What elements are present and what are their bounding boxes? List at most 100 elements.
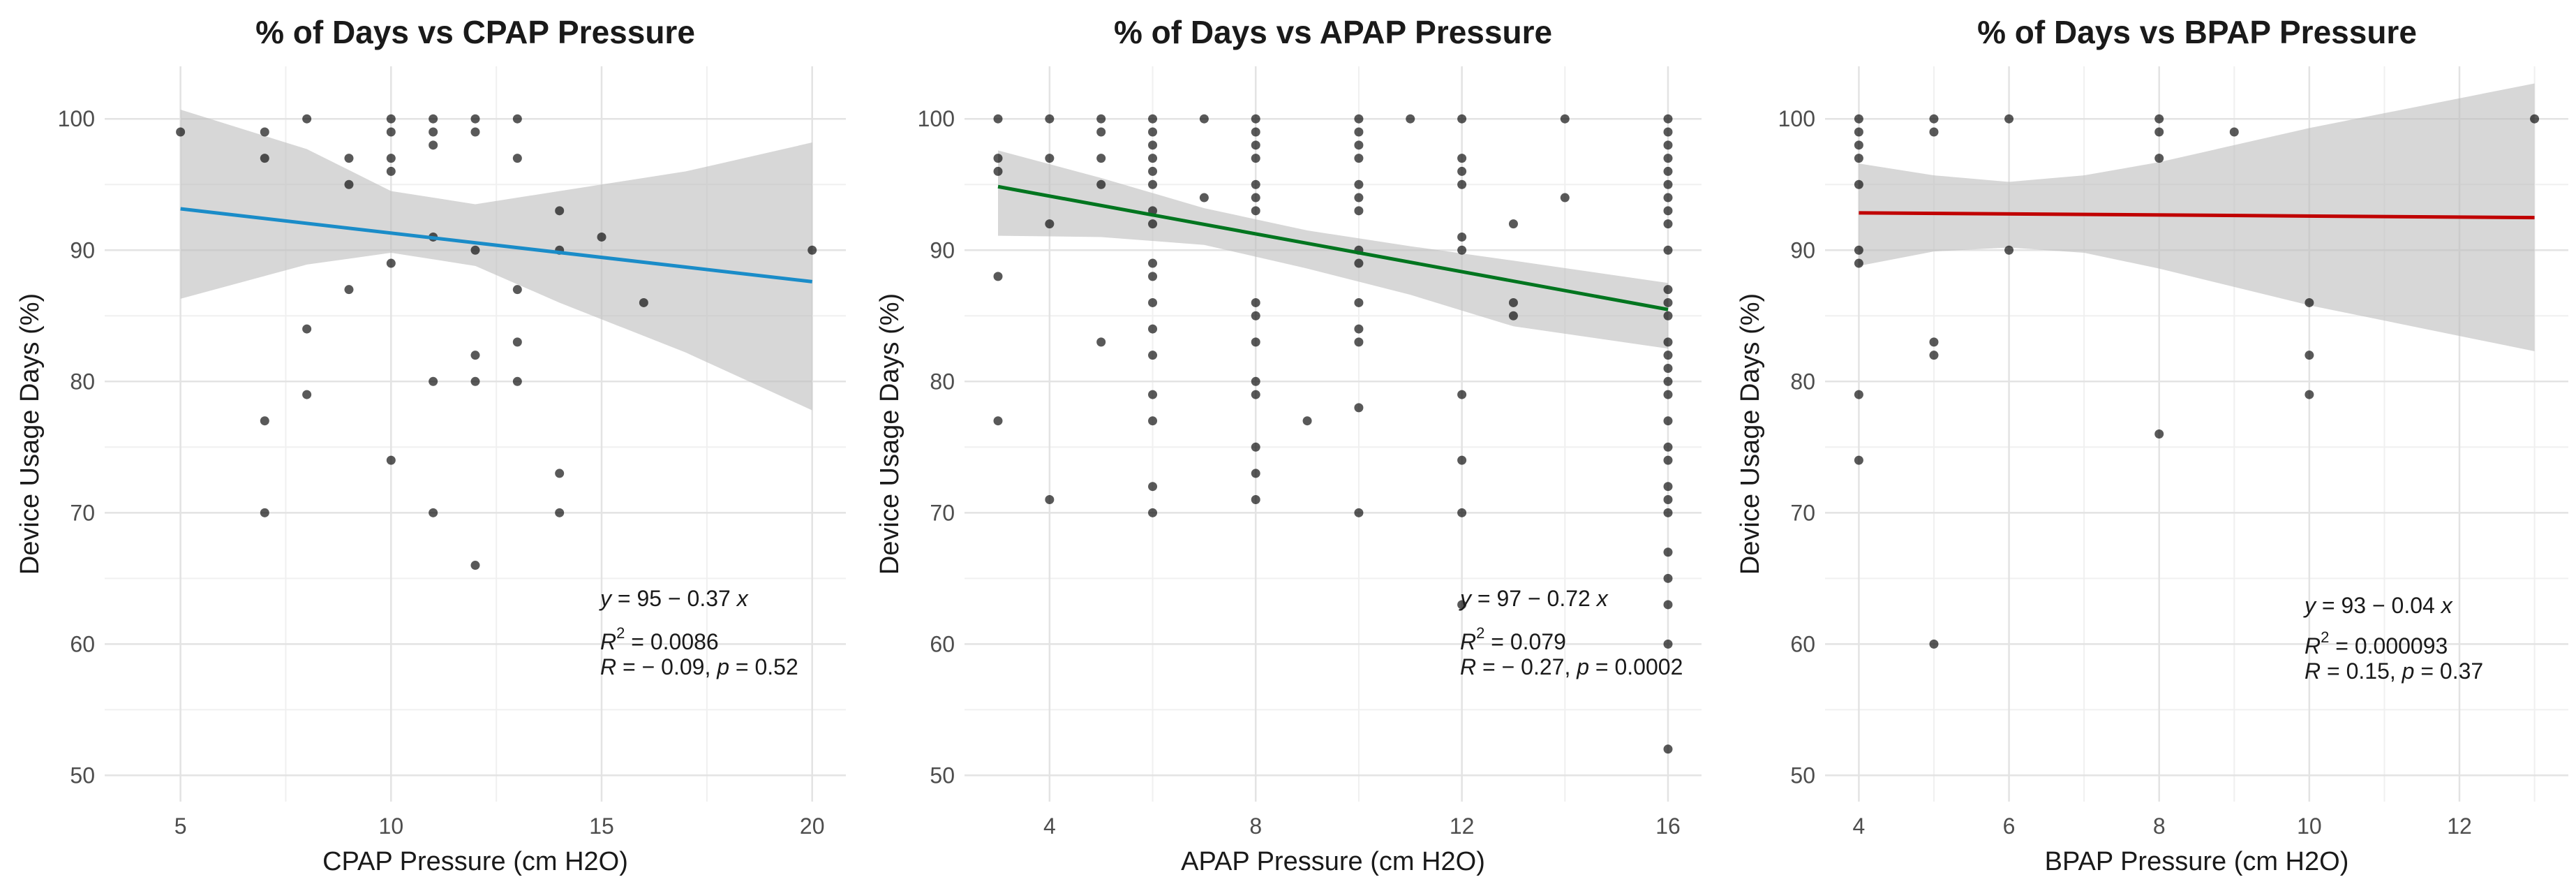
data-point <box>1148 166 1158 176</box>
x-tick-label: 8 <box>2153 813 2166 839</box>
y-tick-label: 100 <box>1778 106 1815 131</box>
y-tick-label: 60 <box>1790 631 1815 656</box>
data-point <box>1457 232 1467 242</box>
data-point <box>1148 297 1158 307</box>
confidence-band <box>180 110 812 411</box>
data-point <box>1251 495 1260 505</box>
x-tick-label: 10 <box>379 813 404 839</box>
data-point <box>1148 482 1158 492</box>
regression-line <box>997 184 1669 311</box>
data-point <box>1148 154 1158 163</box>
confidence-band <box>1859 83 2535 352</box>
data-point <box>993 416 1003 426</box>
data-point <box>1199 193 1209 202</box>
data-point <box>1854 390 1863 399</box>
data-point <box>512 337 522 347</box>
chart-panel-1: 5 10 15 20 50 60 70 80 90 100 % of Days vs CPAP Pr… <box>15 14 846 876</box>
data-point <box>470 245 480 255</box>
chart-title: % of Days vs BPAP Pressure <box>1977 14 2417 50</box>
data-point <box>993 272 1003 281</box>
data-point <box>1663 455 1673 465</box>
data-point <box>1663 206 1673 216</box>
data-point <box>1457 508 1467 517</box>
data-point <box>1251 376 1260 386</box>
data-point <box>1251 179 1260 189</box>
data-point <box>260 154 269 163</box>
data-point <box>1854 179 1863 189</box>
data-point <box>2004 245 2014 255</box>
data-point <box>470 114 480 124</box>
data-point <box>1251 311 1260 321</box>
x-tick-label: 12 <box>1450 813 1475 839</box>
data-point <box>1663 297 1673 307</box>
data-point <box>1663 482 1673 492</box>
data-point <box>1929 337 1939 347</box>
data-point <box>639 297 648 307</box>
data-point <box>1929 351 1939 360</box>
data-point <box>1045 219 1055 229</box>
scatter-points <box>993 114 1673 754</box>
data-point <box>1663 376 1673 386</box>
data-point <box>1457 114 1467 124</box>
chart-title: % of Days vs APAP Pressure <box>1114 14 1552 50</box>
data-point <box>1457 154 1467 163</box>
data-point <box>1354 127 1364 137</box>
data-point <box>1457 390 1467 399</box>
x-axis-label: CPAP Pressure (cm H2O) <box>322 847 628 876</box>
data-point <box>1354 193 1364 202</box>
data-point <box>470 127 480 137</box>
y-tick-label: 70 <box>70 500 95 525</box>
y-tick-label: 50 <box>930 763 955 788</box>
data-point <box>1148 508 1158 517</box>
data-point <box>386 114 396 124</box>
data-point <box>344 154 354 163</box>
y-axis-label: Device Usage Days (%) <box>875 293 904 575</box>
data-point <box>512 154 522 163</box>
data-point <box>1199 114 1209 124</box>
data-point <box>1663 495 1673 505</box>
y-tick-label: 50 <box>70 763 95 788</box>
data-point <box>1096 179 1106 189</box>
y-tick-label: 70 <box>930 500 955 525</box>
data-point <box>1663 114 1673 124</box>
data-point <box>1148 272 1158 281</box>
data-point <box>302 324 312 334</box>
data-point <box>1148 258 1158 268</box>
data-point <box>1354 179 1364 189</box>
y-tick-label: 90 <box>70 237 95 263</box>
data-point <box>2229 127 2239 137</box>
regression-equation: y = 97 − 0.72 x <box>1459 586 1609 611</box>
data-point <box>1663 166 1673 176</box>
data-point <box>2305 297 2314 307</box>
data-point <box>2154 429 2164 439</box>
y-tick-label: 90 <box>930 237 955 263</box>
data-point <box>1251 140 1260 150</box>
data-point <box>993 154 1003 163</box>
data-point <box>1354 337 1364 347</box>
data-point <box>1354 154 1364 163</box>
data-point <box>1663 744 1673 754</box>
data-point <box>1929 639 1939 649</box>
data-point <box>1148 140 1158 150</box>
x-tick-label: 16 <box>1655 813 1681 839</box>
data-point <box>2154 127 2164 137</box>
data-point <box>1148 127 1158 137</box>
data-point <box>1854 455 1863 465</box>
data-point <box>1354 206 1364 216</box>
data-point <box>1354 508 1364 517</box>
data-point <box>470 561 480 570</box>
data-point <box>1045 154 1055 163</box>
regression-line <box>1859 211 2535 220</box>
data-point <box>429 140 438 150</box>
chart-title: % of Days vs CPAP Pressure <box>255 14 695 50</box>
regression-line <box>180 207 813 284</box>
data-point <box>1045 495 1055 505</box>
data-point <box>1663 285 1673 295</box>
x-tick-label: 12 <box>2447 813 2472 839</box>
data-point <box>1251 114 1260 124</box>
data-point <box>386 166 396 176</box>
x-tick-label: 4 <box>1043 813 1056 839</box>
data-point <box>1251 390 1260 399</box>
data-point <box>470 376 480 386</box>
scatter-points <box>1854 114 2540 649</box>
